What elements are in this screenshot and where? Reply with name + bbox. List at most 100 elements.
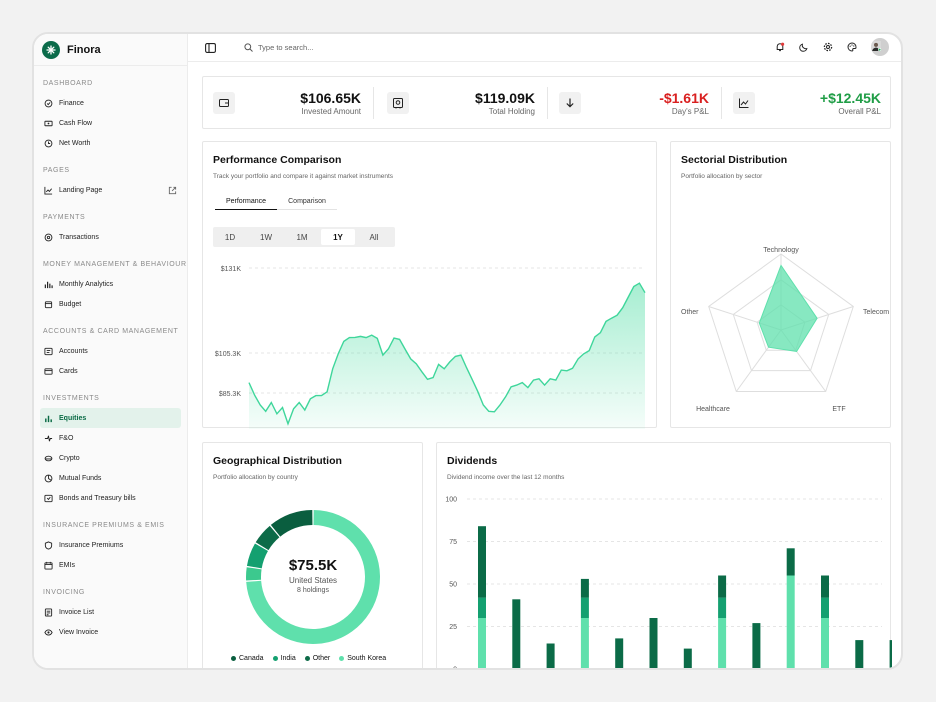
- calendar-icon: [44, 561, 53, 570]
- bar-segment[interactable]: [889, 640, 892, 669]
- sidebar-item-label: Landing Page: [59, 186, 103, 194]
- tab-performance[interactable]: Performance: [215, 198, 277, 210]
- bar-segment[interactable]: [615, 638, 624, 669]
- range-1d[interactable]: 1D: [224, 232, 236, 242]
- bar-segment[interactable]: [718, 618, 727, 669]
- sidebar-item-accounts[interactable]: Accounts: [40, 341, 181, 361]
- donut-slice-canada[interactable]: [270, 510, 313, 537]
- sidebar-item-emis[interactable]: EMIs: [40, 555, 181, 575]
- sidebar-item-label: Cash Flow: [59, 119, 93, 127]
- brand[interactable]: Finora: [34, 34, 187, 66]
- wallet-icon: [213, 91, 235, 114]
- sidebar-item-label: Crypto: [59, 454, 80, 462]
- bar-segment[interactable]: [649, 618, 658, 669]
- sidebar-item-equities[interactable]: Equities: [40, 408, 181, 428]
- series-line: [248, 282, 646, 426]
- tab-comparison[interactable]: Comparison: [277, 198, 337, 210]
- sidebar-toggle-icon[interactable]: [205, 43, 216, 53]
- search-bar[interactable]: Type to search...: [244, 43, 313, 52]
- bar-segment[interactable]: [512, 599, 521, 669]
- bar-segment[interactable]: [821, 575, 829, 598]
- y-tick-label: $131K: [221, 266, 242, 273]
- sidebar-item-budget[interactable]: Budget: [40, 294, 181, 314]
- fo-icon: [44, 435, 53, 441]
- palette-icon[interactable]: [847, 42, 857, 52]
- bar-segment[interactable]: [478, 618, 486, 669]
- bar-segment[interactable]: [786, 575, 795, 670]
- legend-swatch: [304, 656, 310, 661]
- sidebar-item-transactions[interactable]: Transactions: [40, 227, 181, 247]
- bar-segment[interactable]: [752, 623, 761, 669]
- bar-segment[interactable]: [580, 578, 589, 598]
- geo-legend: Canada India Other South Korea: [231, 655, 386, 662]
- bell-icon[interactable]: [775, 42, 785, 52]
- y-tick-label: 0: [453, 667, 457, 671]
- stat-label: Overall P&L: [838, 106, 881, 116]
- y-tick-label: $105.3K: [215, 351, 241, 358]
- sidebar-section-label: INVESTMENTS: [43, 395, 100, 402]
- donut-chart: [246, 510, 380, 644]
- y-tick-label: 75: [449, 539, 457, 546]
- bar-segment[interactable]: [478, 597, 486, 618]
- sidebar-item-landing-page[interactable]: Landing Page: [40, 180, 181, 200]
- range-1m[interactable]: 1M: [296, 232, 308, 242]
- bar-segment[interactable]: [580, 597, 589, 618]
- sidebar-item-mutual-funds[interactable]: Mutual Funds: [40, 468, 181, 488]
- sidebar-item-f-o[interactable]: F&O: [40, 428, 181, 448]
- brand-logo-icon: [42, 40, 60, 59]
- bar-segment[interactable]: [546, 643, 555, 670]
- transactions-icon: [44, 233, 53, 241]
- sidebar-item-label: Accounts: [59, 347, 88, 355]
- sidebar-item-bonds-and-treasury-bills[interactable]: Bonds and Treasury bills: [40, 488, 181, 508]
- bar-segment[interactable]: [786, 548, 795, 576]
- sidebar-item-label: EMIs: [59, 561, 75, 569]
- sidebar-item-crypto[interactable]: Crypto: [40, 448, 181, 468]
- radar-area: [758, 264, 818, 353]
- bar-segment[interactable]: [478, 526, 486, 598]
- radar-label: Telecom: [863, 309, 889, 316]
- y-tick-label: 100: [445, 497, 457, 504]
- sidebar-item-view-invoice[interactable]: View Invoice: [40, 622, 181, 642]
- bar-segment[interactable]: [855, 640, 864, 669]
- sidebar-item-invoice-list[interactable]: Invoice List: [40, 602, 181, 622]
- trend-icon: [733, 91, 755, 114]
- sidebar-item-finance[interactable]: Finance: [40, 93, 181, 113]
- donut-slice-other[interactable]: [255, 525, 280, 551]
- gear-icon[interactable]: [823, 42, 833, 52]
- bar-segment[interactable]: [580, 618, 589, 669]
- clock-icon: [44, 139, 53, 147]
- search-input[interactable]: Type to search...: [258, 43, 314, 52]
- radar-grid: [732, 279, 830, 372]
- bonds-icon: [44, 494, 53, 502]
- legend-item: India: [272, 655, 296, 662]
- moon-icon[interactable]: [799, 42, 809, 52]
- y-tick-label: $85.3K: [219, 391, 242, 398]
- avatar[interactable]: [871, 38, 889, 56]
- range-1y[interactable]: 1Y: [321, 229, 355, 245]
- donut-slice-south-korea[interactable]: [246, 567, 262, 581]
- dividends-chart: 100 75 50 25 0: [445, 497, 892, 671]
- sidebar-item-net-worth[interactable]: Net Worth: [40, 133, 181, 153]
- external-link-icon: [168, 186, 177, 195]
- performance-subtitle: Track your portfolio and compare it agai…: [213, 173, 394, 180]
- range-1w[interactable]: 1W: [260, 232, 272, 242]
- sidebar-item-cards[interactable]: Cards: [40, 361, 181, 381]
- donut-slice-india[interactable]: [246, 543, 268, 569]
- sidebar-item-insurance-premiums[interactable]: Insurance Premiums: [40, 535, 181, 555]
- sidebar-section-label: INSURANCE PREMIUMS & EMIS: [43, 522, 165, 529]
- bar-segment[interactable]: [718, 597, 727, 618]
- bar-segment[interactable]: [683, 648, 692, 669]
- bar-segment[interactable]: [821, 618, 829, 669]
- geo-card: Geographical Distribution Portfolio allo…: [202, 442, 423, 668]
- range-all[interactable]: All: [369, 232, 379, 242]
- bar-segment[interactable]: [821, 597, 829, 618]
- legend-swatch: [339, 656, 345, 661]
- sidebar-section-label: DASHBOARD: [43, 80, 93, 87]
- sidebar-item-monthly-analytics[interactable]: Monthly Analytics: [40, 274, 181, 294]
- sidebar-item-cash-flow[interactable]: Cash Flow: [40, 113, 181, 133]
- geo-center-label: United States: [288, 576, 338, 585]
- radar-grid: [708, 253, 854, 392]
- legend-label: Canada: [239, 655, 264, 662]
- stat-label: Invested Amount: [301, 106, 361, 116]
- bar-segment[interactable]: [718, 575, 727, 598]
